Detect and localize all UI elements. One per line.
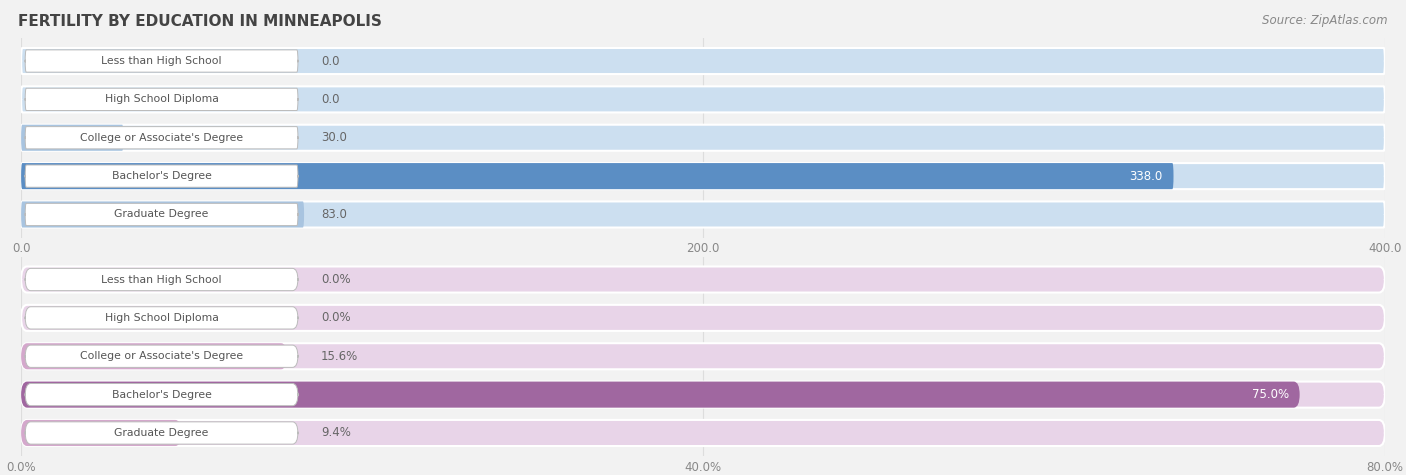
FancyBboxPatch shape	[21, 305, 1385, 331]
Text: 30.0: 30.0	[321, 131, 347, 144]
Text: 75.0%: 75.0%	[1251, 388, 1289, 401]
Text: Less than High School: Less than High School	[101, 275, 222, 285]
FancyBboxPatch shape	[21, 163, 1174, 189]
FancyBboxPatch shape	[21, 381, 1385, 408]
FancyBboxPatch shape	[21, 343, 287, 369]
FancyBboxPatch shape	[21, 201, 1385, 228]
Text: 0.0%: 0.0%	[321, 273, 350, 286]
FancyBboxPatch shape	[25, 307, 298, 329]
FancyBboxPatch shape	[25, 203, 298, 226]
FancyBboxPatch shape	[25, 88, 298, 111]
Text: 0.0: 0.0	[321, 93, 340, 106]
Text: 0.0%: 0.0%	[321, 312, 350, 324]
FancyBboxPatch shape	[21, 381, 1299, 408]
FancyBboxPatch shape	[21, 266, 1385, 293]
Text: Source: ZipAtlas.com: Source: ZipAtlas.com	[1263, 14, 1388, 27]
Text: 9.4%: 9.4%	[321, 427, 352, 439]
FancyBboxPatch shape	[21, 48, 1385, 74]
FancyBboxPatch shape	[25, 165, 298, 187]
FancyBboxPatch shape	[21, 125, 124, 151]
Text: College or Associate's Degree: College or Associate's Degree	[80, 351, 243, 361]
Text: FERTILITY BY EDUCATION IN MINNEAPOLIS: FERTILITY BY EDUCATION IN MINNEAPOLIS	[18, 14, 382, 29]
FancyBboxPatch shape	[25, 50, 298, 72]
FancyBboxPatch shape	[21, 163, 1385, 189]
FancyBboxPatch shape	[21, 86, 1385, 113]
Text: 15.6%: 15.6%	[321, 350, 359, 363]
FancyBboxPatch shape	[25, 127, 298, 149]
Text: High School Diploma: High School Diploma	[104, 95, 218, 104]
FancyBboxPatch shape	[21, 343, 1385, 369]
Text: Bachelor's Degree: Bachelor's Degree	[111, 390, 211, 399]
Text: Graduate Degree: Graduate Degree	[114, 428, 208, 438]
FancyBboxPatch shape	[21, 201, 304, 228]
Text: High School Diploma: High School Diploma	[104, 313, 218, 323]
FancyBboxPatch shape	[21, 420, 181, 446]
FancyBboxPatch shape	[21, 125, 1385, 151]
FancyBboxPatch shape	[25, 268, 298, 291]
FancyBboxPatch shape	[25, 383, 298, 406]
FancyBboxPatch shape	[25, 422, 298, 444]
Text: 83.0: 83.0	[321, 208, 347, 221]
Text: 0.0: 0.0	[321, 55, 340, 67]
Text: Less than High School: Less than High School	[101, 56, 222, 66]
Text: College or Associate's Degree: College or Associate's Degree	[80, 133, 243, 143]
Text: Graduate Degree: Graduate Degree	[114, 209, 208, 219]
FancyBboxPatch shape	[25, 345, 298, 367]
Text: Bachelor's Degree: Bachelor's Degree	[111, 171, 211, 181]
FancyBboxPatch shape	[21, 420, 1385, 446]
Text: 338.0: 338.0	[1129, 170, 1163, 182]
